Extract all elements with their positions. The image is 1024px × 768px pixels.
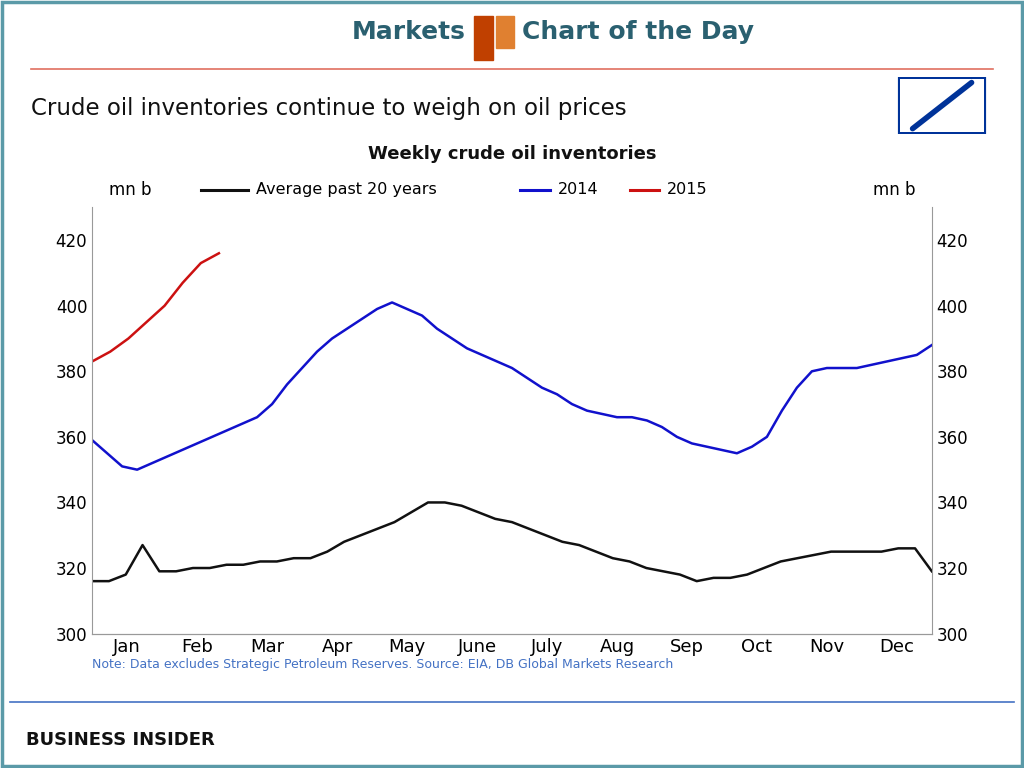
Bar xyxy=(496,15,514,48)
Text: Weekly crude oil inventories: Weekly crude oil inventories xyxy=(368,145,656,164)
Text: mn b: mn b xyxy=(109,180,152,199)
Text: Note: Data excludes Strategic Petroleum Reserves. Source: EIA, DB Global Markets: Note: Data excludes Strategic Petroleum … xyxy=(92,658,674,670)
Text: Chart of the Day: Chart of the Day xyxy=(522,21,755,45)
Text: 2014: 2014 xyxy=(558,182,599,197)
Text: Markets: Markets xyxy=(352,21,466,45)
Text: Crude oil inventories continue to weigh on oil prices: Crude oil inventories continue to weigh … xyxy=(31,98,627,121)
Text: BUSINESS INSIDER: BUSINESS INSIDER xyxy=(26,731,214,749)
Bar xyxy=(474,15,493,60)
Text: Average past 20 years: Average past 20 years xyxy=(256,182,436,197)
Text: 2015: 2015 xyxy=(668,182,708,197)
Text: mn b: mn b xyxy=(872,180,915,199)
